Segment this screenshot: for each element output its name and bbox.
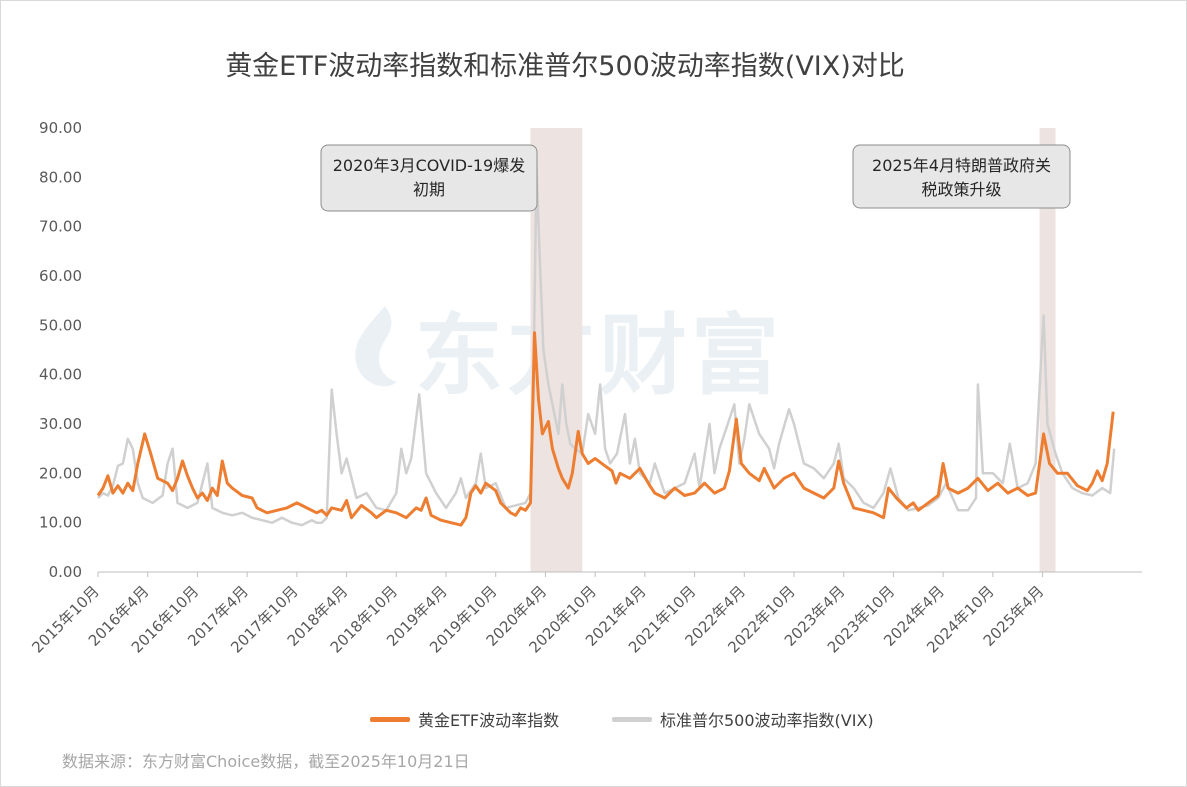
y-tick-label: 0.00	[49, 563, 82, 581]
y-tick-label: 60.00	[39, 267, 82, 285]
y-tick-label: 10.00	[39, 514, 82, 532]
y-tick-label: 50.00	[39, 316, 82, 334]
legend-label-gold-etf: 黄金ETF波动率指数	[418, 711, 560, 730]
shade-region-0	[530, 128, 583, 572]
shade-layer	[530, 128, 1056, 572]
annotation-text-line: 初期	[413, 180, 445, 199]
x-axis: 2015年10月2016年4月2016年10月2017年4月2017年10月20…	[28, 571, 1142, 657]
watermark-text: 东方财富	[415, 304, 784, 407]
source-note: 数据来源：东方财富Choice数据，截至2025年10月21日	[62, 752, 470, 771]
legend-item-vix: 标准普尔500波动率指数(VIX)	[612, 707, 874, 731]
annotation-box	[852, 144, 1071, 209]
chart-title: 黄金ETF波动率指数和标准普尔500波动率指数(VIX)对比	[225, 51, 905, 82]
shade-region-1	[1039, 128, 1056, 572]
series-line-gold-etf	[96, 331, 1115, 527]
annotation-text-line: 2020年3月COVID-19爆发	[333, 156, 526, 175]
series-layer	[96, 166, 1116, 527]
legend-swatch-vix	[612, 716, 652, 722]
y-tick-label: 20.00	[39, 464, 82, 482]
legend-item-gold-etf: 黄金ETF波动率指数	[370, 707, 559, 731]
watermark-logo: 东方财富	[345, 285, 783, 412]
x-tick-label: 2015年10月	[28, 582, 102, 656]
legend-swatch-gold-etf	[370, 716, 410, 722]
annotation-box	[320, 144, 538, 212]
y-tick-label: 30.00	[39, 415, 82, 433]
series-line-vix	[97, 166, 1116, 527]
legend-label-vix: 标准普尔500波动率指数(VIX)	[660, 711, 874, 730]
annotation-text-line: 2025年4月特朗普政府关	[872, 156, 1051, 175]
y-axis: 0.00 10.00 20.00 30.00 40.00 50.00 60.00 70.00 8…	[39, 119, 82, 581]
annotation-text-line: 税政策升级	[921, 180, 1001, 199]
y-tick-label: 70.00	[39, 218, 82, 236]
y-tick-label: 90.00	[39, 119, 82, 137]
y-tick-label: 40.00	[39, 366, 82, 384]
legend: 黄金ETF波动率指数 标准普尔500波动率指数(VIX)	[0, 707, 1187, 731]
chart-svg: 0.00 10.00 20.00 30.00 40.00 50.00 60.00 70.00 8…	[28, 119, 1142, 657]
y-tick-label: 80.00	[39, 168, 82, 186]
flame-icon	[355, 305, 397, 386]
